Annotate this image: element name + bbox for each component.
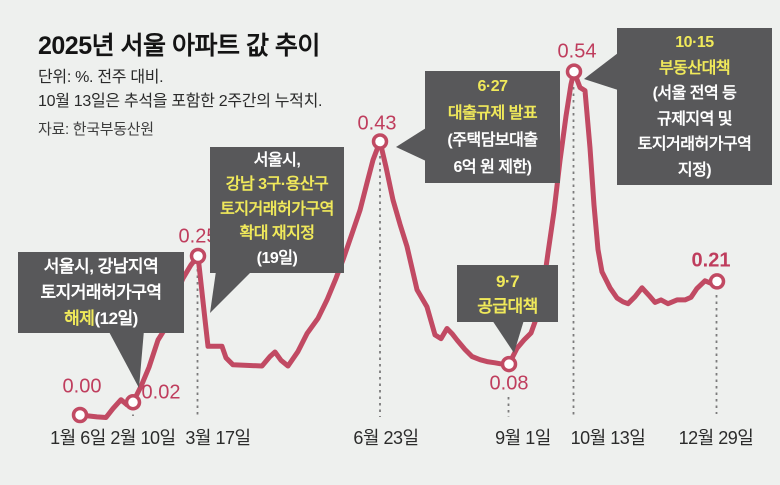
annotation-text: 강남 3구·용산구: [225, 176, 329, 194]
annotation-line: 토지거래허가구역: [40, 280, 162, 306]
annotation-text: 9·7: [495, 271, 520, 291]
value-label: 0.02: [141, 381, 181, 404]
x-axis-tick-label: 12월 29일: [678, 428, 754, 448]
annotation-line: 서울시, 강남지역: [43, 254, 159, 280]
x-axis-tick-label: 3월 17일: [185, 428, 251, 448]
annotation-line: 9·7: [495, 269, 520, 294]
x-axis-tick-label: 1월 6일: [50, 428, 106, 448]
annotation-text: 확대 재지정: [239, 225, 315, 243]
annotation-pointer: [108, 330, 144, 388]
annotation-line: 대출규제 발표: [447, 100, 538, 127]
annotation-line: 강남 3구·용산구: [226, 173, 329, 198]
annotation-text: 부동산대책: [658, 59, 731, 77]
annotation-box-loan-regulation-627: 6·27 대출규제 발표 (주택담보대출 6억 원 제한): [425, 71, 560, 183]
value-label: 0.21: [691, 249, 731, 272]
data-point-marker: [565, 63, 583, 80]
data-point-marker: [189, 247, 207, 265]
annotation-box-supply-measures-97: 9·7 공급대책: [457, 265, 558, 322]
annotation-text: 토지거래허가구역: [220, 200, 334, 218]
annotation-line: 토지거래허가구역: [220, 198, 334, 223]
annotation-text: 공급대책: [477, 296, 538, 316]
value-label: 0.43: [357, 112, 397, 135]
data-point-marker: [71, 406, 89, 424]
data-point-marker: [124, 394, 142, 411]
annotation-line: 지정): [677, 158, 712, 184]
annotation-line: 6·27: [477, 73, 508, 100]
annotation-line: (서울 전역 등: [653, 81, 737, 107]
annotation-text: (서울 전역 등: [652, 85, 737, 102]
value-label: 0.54: [557, 40, 597, 63]
chart-footnote: 10월 13일은 추석을 포함한 2주간의 누적치.: [38, 93, 323, 110]
annotation-text: (주택담보대출: [447, 132, 538, 149]
x-axis-tick-label: 9월 1일: [495, 428, 551, 448]
annotation-line: 확대 재지정: [239, 222, 315, 247]
annotation-line: 규제지역 및: [656, 107, 733, 133]
annotation-text: 규제지역 및: [656, 110, 733, 128]
chart-source: 자료: 한국부동산원: [38, 121, 154, 138]
annotation-text: 토지거래허가구역: [637, 136, 752, 153]
annotation-line: (19일): [257, 247, 298, 272]
annotation-pointer: [210, 271, 252, 313]
annotation-pointer: [492, 320, 524, 353]
annotation-line: 10·15: [675, 30, 714, 56]
chart-unit-note: 단위: %. 전주 대비.: [38, 69, 164, 86]
value-label: 0.25: [178, 225, 218, 248]
annotation-text: (12일): [94, 308, 138, 328]
value-label: 0.08: [489, 372, 529, 395]
annotation-text: 서울시, 강남지역: [43, 256, 159, 276]
annotation-line: 해제(12일): [64, 306, 138, 332]
data-point-marker: [708, 273, 726, 290]
annotation-text: 토지거래허가구역: [40, 282, 162, 302]
annotation-line: 공급대책: [477, 294, 538, 319]
annotation-text: 대출규제 발표: [447, 105, 538, 122]
annotation-line: 토지거래허가구역: [638, 132, 752, 158]
annotation-line: 6억 원 제한): [453, 154, 533, 181]
chart-title: 2025년 서울 아파트 값 추이: [38, 32, 320, 60]
trend-line: [77, 69, 720, 420]
annotation-text: 10·15: [675, 34, 714, 51]
annotation-text: 6·27: [477, 78, 508, 95]
annotation-line: 서울시,: [254, 149, 301, 174]
value-label: 0.00: [62, 375, 102, 398]
annotation-line: (주택담보대출: [447, 127, 538, 154]
annotation-line: 부동산대책: [658, 56, 731, 82]
annotation-pointer: [396, 128, 426, 161]
annotation-text: 6억 원 제한): [453, 159, 533, 176]
data-point-marker: [371, 133, 389, 150]
x-axis-tick-label: 6월 23일: [353, 428, 419, 448]
annotation-text: 지정): [677, 161, 712, 179]
data-point-marker: [500, 355, 518, 373]
annotation-text: 서울시,: [253, 151, 301, 169]
annotation-pointer: [584, 53, 618, 90]
x-axis-tick-label: 2월 10일: [110, 428, 176, 448]
annotation-text: 해제: [64, 308, 95, 328]
annotation-text: (19일): [256, 249, 298, 267]
x-axis-tick-label: 10월 13일: [570, 428, 646, 448]
